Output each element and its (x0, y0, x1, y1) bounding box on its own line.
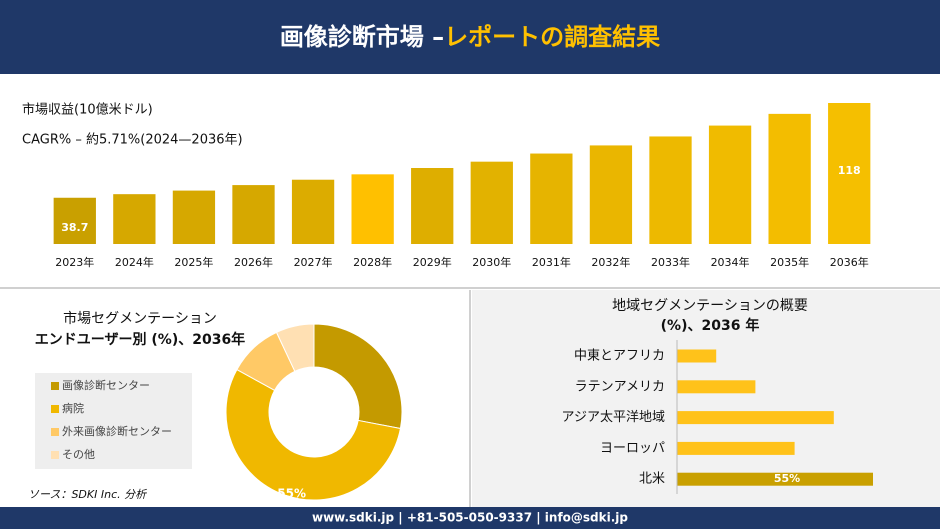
x-tick-label: 2025年 (174, 255, 213, 269)
x-tick-label: 2030年 (472, 255, 511, 269)
right-panel (472, 290, 940, 507)
footer-contact: www.sdki.jp | +81-505-050-9337 | info@sd… (312, 511, 628, 525)
x-tick-label: 2024年 (115, 255, 154, 269)
legend-label: 外来画像診断センター (62, 424, 172, 438)
legend-box (35, 373, 192, 469)
x-tick-label: 2023年 (55, 255, 94, 269)
value-label: 38.7 (61, 221, 88, 234)
x-tick-label: 2028年 (353, 255, 392, 269)
y-tick-label: アジア太平洋地域 (562, 410, 665, 425)
donut-slice (275, 323, 315, 372)
legend-label: 病院 (62, 401, 84, 415)
y-tick-label: ヨーロッパ (600, 441, 665, 456)
bar (470, 161, 513, 244)
x-tick-label: 2033年 (651, 255, 690, 269)
footer-bar (0, 507, 940, 529)
bar (172, 190, 216, 244)
bar (708, 125, 752, 244)
x-tick-label: 2026年 (234, 255, 273, 269)
bar (589, 145, 633, 244)
x-tick-label: 2036年 (830, 255, 869, 269)
bar (677, 411, 834, 425)
bar (351, 174, 394, 244)
x-tick-label: 2035年 (770, 255, 809, 269)
bar-title: 市場収益(10億米ドル) (22, 102, 153, 118)
legend-swatch (51, 428, 59, 436)
donut-slice (313, 323, 403, 430)
value-label: 55% (774, 472, 800, 485)
y-tick-label: 中東とアフリカ (574, 348, 665, 364)
y-tick-label: 北米 (639, 472, 665, 487)
x-tick-label: 2034年 (711, 255, 750, 269)
bar (828, 103, 871, 244)
legend-swatch (51, 451, 59, 459)
donut-subtitle: エンドユーザー別 (%)、2036年 (35, 331, 245, 348)
x-tick-label: 2027年 (294, 255, 333, 269)
value-label: 118 (838, 164, 861, 177)
title-main: 画像診断市場 – (280, 23, 444, 51)
bar (649, 136, 692, 244)
bar (232, 185, 275, 244)
bar (411, 168, 454, 244)
header-title: 画像診断市場 –レポートの調査結果 (280, 23, 660, 51)
x-tick-label: 2031年 (532, 255, 571, 269)
legend-label: その他 (62, 448, 95, 461)
header-bar (0, 0, 940, 74)
hbar-subtitle: (%)、2036 年 (661, 317, 760, 334)
bar (113, 194, 156, 244)
bar (530, 153, 573, 244)
bar (768, 113, 811, 245)
bar (677, 380, 756, 394)
y-tick-label: ラテンアメリカ (575, 379, 665, 394)
bar (677, 349, 717, 363)
hbar-title: 地域セグメンテーションの概要 (612, 298, 808, 314)
value-label: 55% (277, 487, 306, 501)
bar (53, 197, 96, 244)
legend-swatch (51, 405, 59, 413)
bar (677, 472, 873, 486)
bar-subtitle: CAGR% – 約5.71%(2024—2036年) (22, 133, 243, 148)
donut-slice (225, 368, 402, 501)
source-note: ソース：SDKI Inc. 分析 (28, 488, 148, 501)
title-highlight: レポートの調査結果 (444, 23, 660, 51)
x-tick-label: 2032年 (591, 255, 630, 269)
legend-label: 画像診断センター (62, 378, 150, 392)
bar (677, 441, 795, 455)
x-tick-label: 2029年 (413, 255, 452, 269)
legend-swatch (51, 382, 59, 390)
bar (291, 179, 335, 244)
donut-title: 市場セグメンテーション (63, 310, 217, 327)
